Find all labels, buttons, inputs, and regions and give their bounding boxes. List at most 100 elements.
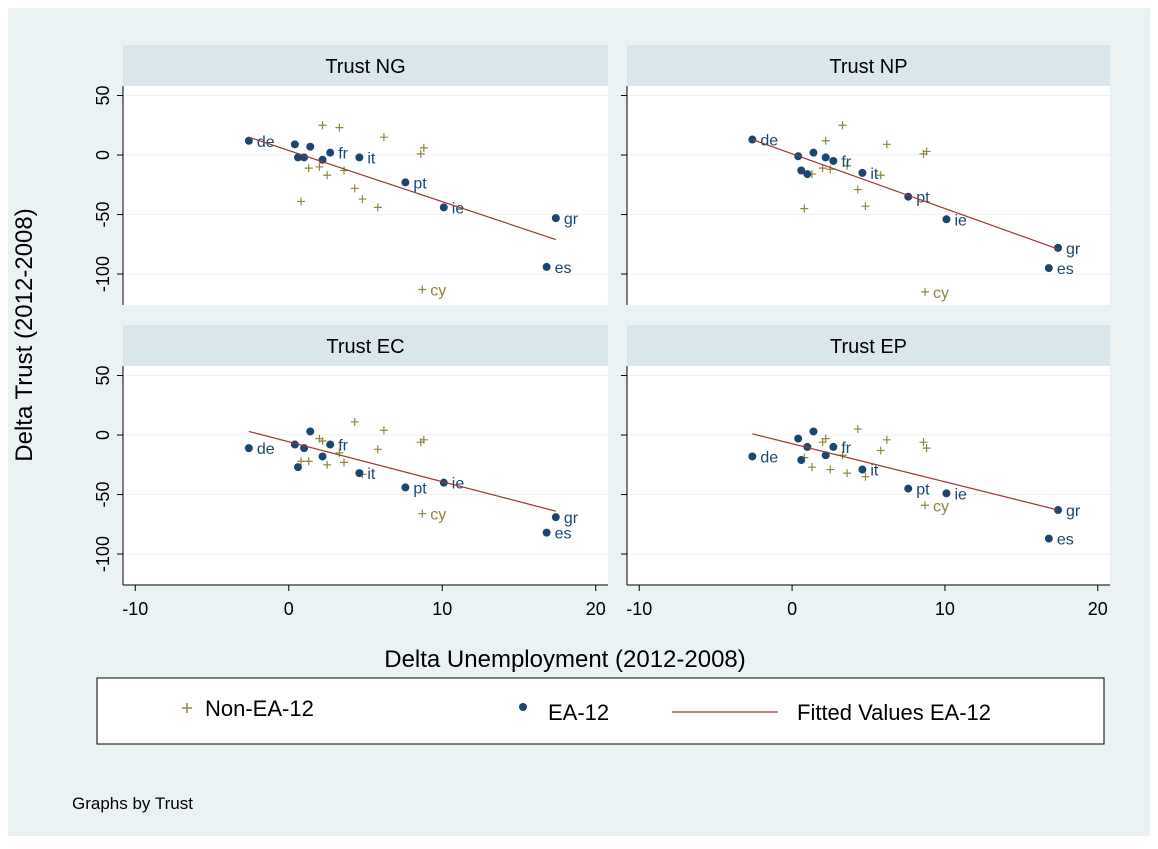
point-label: es bbox=[555, 526, 572, 543]
ea-point bbox=[1044, 264, 1053, 273]
point-label: cy bbox=[430, 507, 446, 524]
plot-area bbox=[627, 86, 1110, 305]
point-label: fr bbox=[841, 154, 851, 171]
non-ea-point bbox=[297, 457, 306, 466]
non-ea-point bbox=[821, 136, 830, 145]
ea-point bbox=[551, 513, 560, 522]
ea-point bbox=[748, 452, 757, 461]
ea-point bbox=[244, 136, 253, 145]
non-ea-point bbox=[323, 460, 332, 469]
ea-point bbox=[401, 178, 410, 187]
point-label: pt bbox=[413, 175, 427, 192]
non-ea-point bbox=[315, 162, 324, 171]
point-label: pt bbox=[413, 480, 427, 497]
point-label: es bbox=[1057, 532, 1074, 549]
non-ea-point bbox=[853, 185, 862, 194]
non-ea-point bbox=[921, 287, 930, 296]
non-ea-point bbox=[350, 417, 359, 426]
non-ea-point bbox=[807, 463, 816, 472]
non-ea-point bbox=[304, 457, 313, 466]
ea-point bbox=[355, 469, 364, 478]
ea-point bbox=[306, 427, 315, 436]
point-label: it bbox=[870, 166, 879, 183]
ea-point bbox=[809, 427, 818, 436]
point-label: ie bbox=[954, 212, 967, 229]
non-ea-point bbox=[373, 203, 382, 212]
ea-point bbox=[1044, 534, 1053, 543]
y-tick-label: 0 bbox=[93, 150, 113, 160]
y-tick-label: -100 bbox=[93, 536, 113, 572]
non-ea-point bbox=[843, 161, 852, 170]
ea-point bbox=[355, 153, 364, 162]
note: Graphs by Trust bbox=[72, 794, 193, 813]
point-label: it bbox=[367, 466, 376, 483]
ea-point bbox=[821, 451, 830, 460]
point-label: es bbox=[555, 260, 572, 277]
x-tick-label: 20 bbox=[1088, 599, 1108, 619]
non-ea-point bbox=[340, 166, 349, 175]
ea-point bbox=[293, 463, 302, 472]
x-tick-label: 0 bbox=[787, 599, 797, 619]
legend-key bbox=[519, 703, 527, 711]
y-tick-label: 50 bbox=[93, 86, 113, 106]
non-ea-point bbox=[853, 425, 862, 434]
ea-point bbox=[439, 203, 448, 212]
ea-point bbox=[794, 434, 803, 443]
panel-header bbox=[123, 325, 608, 366]
plot-area bbox=[627, 366, 1110, 585]
non-ea-point bbox=[826, 465, 835, 474]
ea-point bbox=[829, 156, 838, 165]
point-label: gr bbox=[564, 211, 579, 228]
legend-label: Fitted Values EA-12 bbox=[797, 700, 991, 725]
ea-point bbox=[797, 166, 806, 175]
legend-key bbox=[182, 703, 192, 713]
non-ea-point bbox=[318, 436, 327, 445]
y-axis-title: Delta Trust (2012-2008) bbox=[11, 208, 38, 461]
non-ea-point bbox=[318, 121, 327, 130]
non-ea-point bbox=[358, 195, 367, 204]
plot-area bbox=[123, 86, 608, 305]
x-tick-label: 10 bbox=[432, 599, 452, 619]
ea-point bbox=[942, 215, 951, 224]
x-tick-label: -10 bbox=[626, 599, 652, 619]
point-label: fr bbox=[841, 440, 851, 457]
ea-point bbox=[542, 262, 551, 271]
x-tick-label: 10 bbox=[935, 599, 955, 619]
non-ea-point bbox=[418, 285, 427, 294]
non-ea-point bbox=[876, 446, 885, 455]
x-tick-label: 0 bbox=[284, 599, 294, 619]
ea-point bbox=[821, 153, 830, 162]
ea-point bbox=[244, 444, 253, 453]
non-ea-point bbox=[800, 204, 809, 213]
non-ea-point bbox=[882, 435, 891, 444]
ea-point bbox=[401, 483, 410, 492]
y-tick-label: -100 bbox=[93, 256, 113, 292]
ea-point bbox=[326, 148, 335, 157]
non-ea-point bbox=[379, 133, 388, 142]
ea-point bbox=[542, 528, 551, 537]
point-label: de bbox=[257, 441, 275, 458]
point-label: cy bbox=[430, 283, 446, 300]
non-ea-point bbox=[304, 164, 313, 173]
ea-point bbox=[293, 153, 302, 162]
panel-header bbox=[123, 45, 608, 86]
ea-point bbox=[858, 168, 867, 177]
x-axis-title: Delta Unemployment (2012-2008) bbox=[384, 646, 746, 673]
non-ea-point bbox=[340, 458, 349, 467]
point-label: fr bbox=[338, 438, 348, 455]
non-ea-point bbox=[861, 472, 870, 481]
point-label: de bbox=[760, 449, 778, 466]
panel-title: Trust NP bbox=[829, 56, 907, 78]
non-ea-point bbox=[297, 197, 306, 206]
non-ea-point bbox=[335, 123, 344, 132]
point-label: gr bbox=[1066, 241, 1081, 258]
legend-label: Non-EA-12 bbox=[205, 696, 314, 721]
ea-point bbox=[904, 484, 913, 493]
x-tick-label: -10 bbox=[122, 599, 148, 619]
point-label: it bbox=[870, 463, 879, 480]
non-ea-point bbox=[922, 147, 931, 156]
non-ea-point bbox=[843, 469, 852, 478]
point-label: gr bbox=[1066, 503, 1081, 520]
y-tick-label: 50 bbox=[93, 366, 113, 386]
ea-point bbox=[326, 440, 335, 449]
